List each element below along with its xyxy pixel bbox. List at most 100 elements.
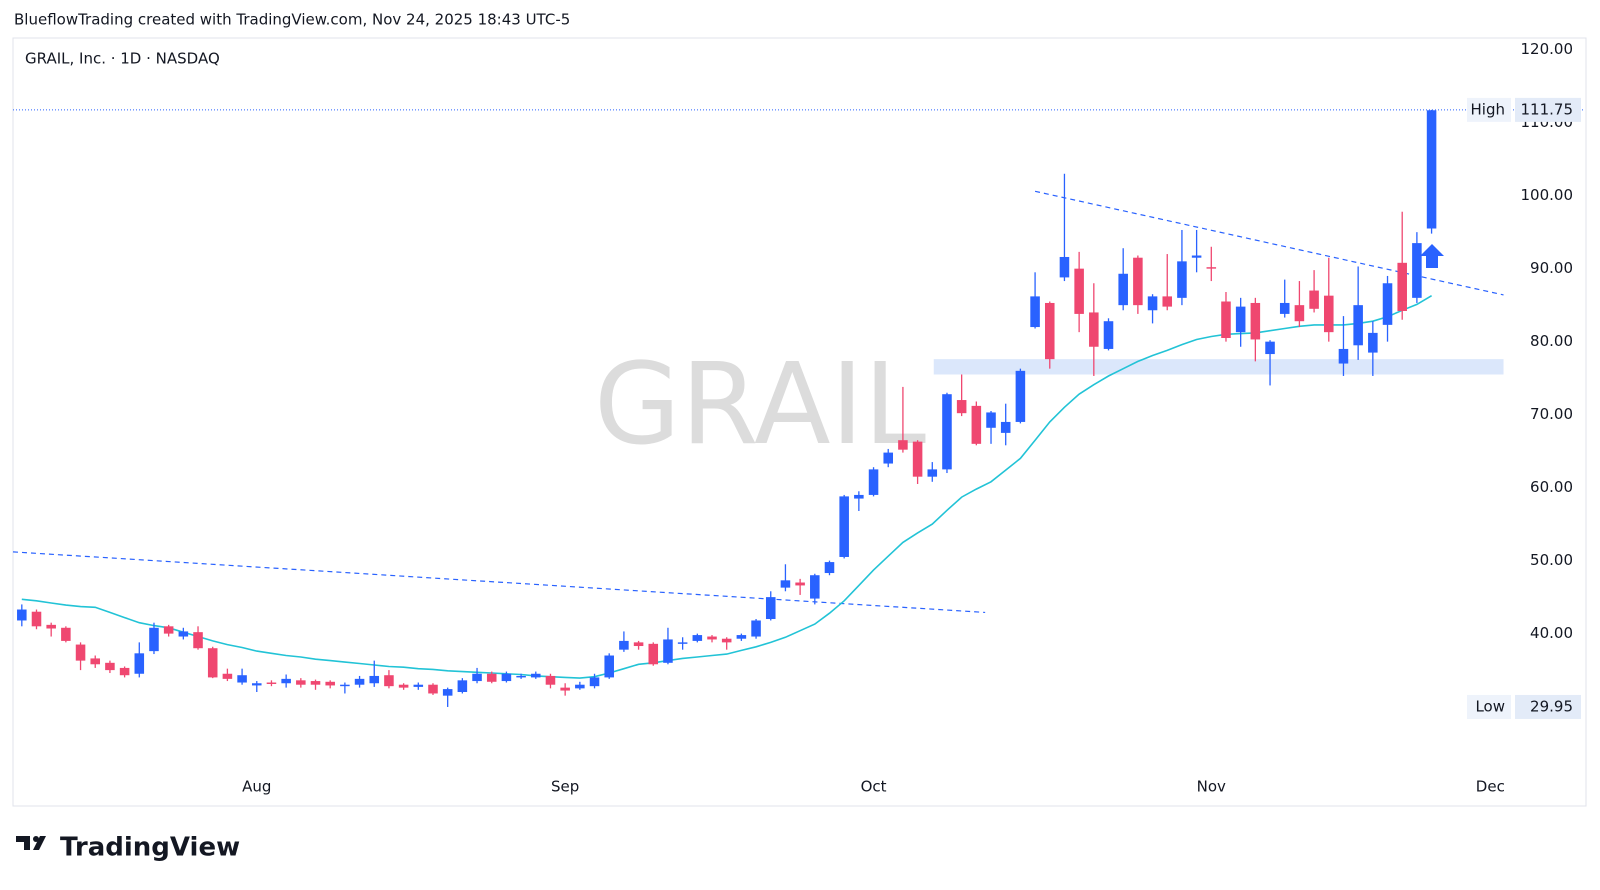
candle-body (824, 562, 835, 574)
candle-body (340, 684, 350, 687)
x-tick-label: Nov (1197, 778, 1226, 796)
candle-body (780, 580, 791, 588)
candle-body (472, 673, 482, 682)
candle-body (1353, 305, 1363, 346)
trendline (12, 551, 986, 614)
price-badge-label: Low (1475, 697, 1505, 715)
candle-body (1279, 302, 1290, 314)
candle-body (237, 675, 247, 683)
candle-body (912, 441, 923, 477)
candle-body (531, 673, 541, 678)
logo-mark (16, 836, 46, 850)
candle-body (1133, 257, 1143, 306)
candle-body (795, 582, 805, 586)
zone (933, 359, 1504, 375)
candle-body (692, 635, 703, 641)
candle-body (149, 627, 159, 652)
candle-body (1235, 306, 1246, 333)
candle-body (90, 658, 101, 665)
price-badge-bg (1467, 97, 1511, 122)
candle-body (927, 469, 938, 477)
candle-body (325, 681, 335, 686)
y-tick-label: 40.00 (1530, 624, 1573, 642)
logo-dot (33, 836, 39, 842)
candle-body (31, 611, 42, 627)
candle-body (222, 673, 233, 679)
candle-body (765, 597, 776, 620)
candle-body (721, 638, 732, 643)
candle-body (810, 575, 820, 599)
y-tick-label: 80.00 (1530, 332, 1573, 350)
y-tick-label: 50.00 (1530, 551, 1573, 569)
branding: TradingView (60, 833, 240, 863)
candle-body (163, 626, 174, 634)
candle-body (956, 400, 967, 414)
candle-body (1412, 243, 1422, 298)
candle-body (942, 394, 952, 470)
candle-body (971, 405, 982, 444)
x-tick-label: Sep (551, 778, 579, 796)
price-badge-value: 111.75 (1521, 100, 1574, 118)
candle-body (839, 496, 849, 557)
candle-body (1059, 256, 1070, 278)
candle-body (61, 627, 71, 641)
price-badge-value-bg (1515, 97, 1581, 122)
candle-body (1044, 302, 1055, 360)
candle-body (560, 687, 570, 691)
candle-body (369, 675, 380, 684)
x-tick-label: Aug (242, 778, 271, 796)
candle-body (1118, 273, 1128, 306)
candle-body (1015, 370, 1026, 422)
candle-body (1147, 296, 1158, 311)
candle-body (1162, 296, 1173, 307)
candle-body (1206, 267, 1217, 269)
candle-body (193, 632, 203, 649)
candle-body (457, 680, 468, 693)
attribution: BlueflowTrading created with TradingView… (14, 11, 570, 29)
candle-body (1265, 341, 1275, 355)
price-badge-bg (1467, 694, 1511, 719)
candle-body (868, 469, 879, 495)
y-tick-label: 70.00 (1530, 405, 1573, 423)
candle-body (1324, 295, 1334, 333)
candle-body (736, 635, 747, 639)
candle-body (619, 640, 629, 650)
candle-body (501, 673, 512, 682)
logo (16, 836, 46, 850)
x-tick-label: Dec (1476, 778, 1505, 796)
candle-body (281, 678, 291, 684)
moving-average (21, 295, 1433, 679)
candle-body (1294, 305, 1305, 322)
candle-body (486, 673, 497, 682)
price-badge-label: High (1471, 100, 1505, 118)
candle-body (1368, 332, 1378, 353)
symbol-title: GRAIL, Inc. · 1D · NASDAQ (25, 50, 220, 68)
candle-body (1074, 268, 1084, 314)
candle-body (1089, 312, 1099, 347)
candle-body (1221, 301, 1231, 338)
price-badge-value: 29.95 (1530, 697, 1573, 715)
y-tick-label: 90.00 (1530, 259, 1573, 277)
candle-body (677, 642, 688, 644)
candle-body (1177, 261, 1187, 298)
candle-body (898, 440, 908, 450)
candle-body (575, 684, 585, 689)
candle-body (663, 639, 673, 663)
candle-body (251, 683, 262, 686)
candle-body (178, 631, 189, 637)
candle-body (1250, 302, 1261, 340)
candle-body (1338, 348, 1349, 364)
candle-body (105, 662, 115, 671)
candle-body (398, 684, 409, 688)
candle-body (354, 678, 365, 685)
candle-body (413, 684, 424, 687)
candle-body (442, 689, 453, 696)
candle-body (633, 642, 644, 647)
candle-body (1191, 255, 1202, 258)
y-tick-label: 100.00 (1521, 186, 1574, 204)
price-badge-value-bg (1515, 694, 1581, 719)
candle-body (1309, 290, 1319, 309)
candle-body (46, 624, 56, 629)
